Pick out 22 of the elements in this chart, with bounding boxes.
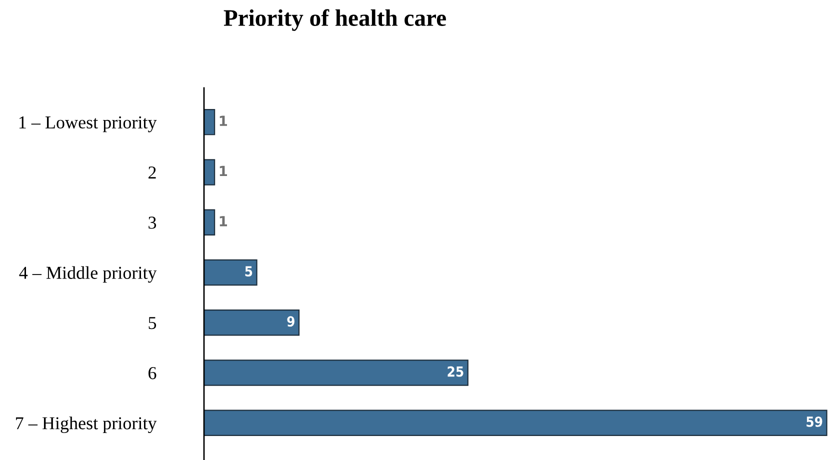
data-label: 9 [287,316,294,327]
bar [204,109,216,136]
data-label: 5 [245,266,252,277]
chart-title: Priority of health care [224,9,446,31]
bar [204,209,216,236]
data-label: 1 [220,116,227,126]
bar [204,360,468,386]
data-label: 1 [220,216,227,226]
bar [204,159,216,186]
y-tick-label: 4 – Middle priority [19,266,157,283]
y-tick-label: 5 [148,317,156,330]
bar [204,310,300,336]
y-tick-label: 7 – Highest priority [16,416,157,434]
y-tick-label: 3 [148,216,156,229]
data-label: 1 [220,166,227,176]
bar [204,259,258,286]
y-tick-label: 1 – Lowest priority [19,116,157,132]
bar [204,410,828,436]
data-label: 59 [806,416,822,427]
data-label: 25 [448,366,464,377]
y-tick-label: 6 [148,367,156,380]
y-tick-label: 2 [148,166,156,178]
